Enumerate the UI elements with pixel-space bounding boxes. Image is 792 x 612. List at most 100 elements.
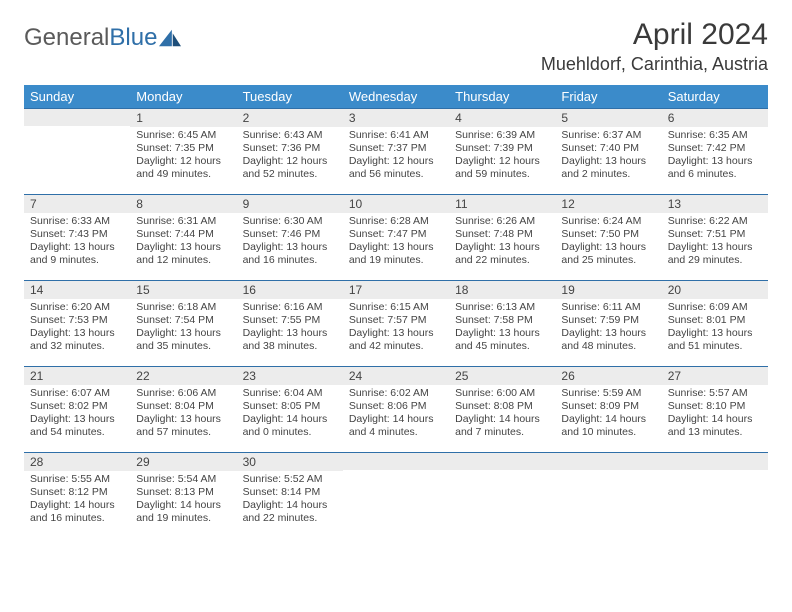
daylight-text: Daylight: 13 hours and 51 minutes. bbox=[668, 327, 762, 353]
calendar-day-cell: 10Sunrise: 6:28 AMSunset: 7:47 PMDayligh… bbox=[343, 194, 449, 280]
sunrise-text: Sunrise: 6:22 AM bbox=[668, 215, 762, 228]
calendar-week-row: 21Sunrise: 6:07 AMSunset: 8:02 PMDayligh… bbox=[24, 366, 768, 452]
weekday-header: Tuesday bbox=[237, 85, 343, 108]
weekday-header: Monday bbox=[130, 85, 236, 108]
calendar-day-cell: 14Sunrise: 6:20 AMSunset: 7:53 PMDayligh… bbox=[24, 280, 130, 366]
daylight-text: Daylight: 13 hours and 48 minutes. bbox=[561, 327, 655, 353]
sunrise-text: Sunrise: 6:13 AM bbox=[455, 301, 549, 314]
calendar-day-cell: 6Sunrise: 6:35 AMSunset: 7:42 PMDaylight… bbox=[662, 108, 768, 194]
sunrise-text: Sunrise: 6:11 AM bbox=[561, 301, 655, 314]
day-body: Sunrise: 6:11 AMSunset: 7:59 PMDaylight:… bbox=[555, 299, 661, 358]
daylight-text: Daylight: 13 hours and 6 minutes. bbox=[668, 155, 762, 181]
day-number: 25 bbox=[449, 366, 555, 385]
day-body: Sunrise: 6:04 AMSunset: 8:05 PMDaylight:… bbox=[237, 385, 343, 444]
daylight-text: Daylight: 13 hours and 9 minutes. bbox=[30, 241, 124, 267]
brand-logo: GeneralBlue bbox=[24, 24, 181, 52]
day-body: Sunrise: 6:33 AMSunset: 7:43 PMDaylight:… bbox=[24, 213, 130, 272]
day-number: 30 bbox=[237, 452, 343, 471]
day-number: 19 bbox=[555, 280, 661, 299]
day-number: 8 bbox=[130, 194, 236, 213]
sunrise-text: Sunrise: 6:09 AM bbox=[668, 301, 762, 314]
weekday-header-row: Sunday Monday Tuesday Wednesday Thursday… bbox=[24, 85, 768, 108]
sunset-text: Sunset: 7:53 PM bbox=[30, 314, 124, 327]
calendar-day-cell: 1Sunrise: 6:45 AMSunset: 7:35 PMDaylight… bbox=[130, 108, 236, 194]
day-body: Sunrise: 5:59 AMSunset: 8:09 PMDaylight:… bbox=[555, 385, 661, 444]
weekday-header: Friday bbox=[555, 85, 661, 108]
day-number: 3 bbox=[343, 108, 449, 127]
calendar-day-cell: 5Sunrise: 6:37 AMSunset: 7:40 PMDaylight… bbox=[555, 108, 661, 194]
calendar-day-cell: 15Sunrise: 6:18 AMSunset: 7:54 PMDayligh… bbox=[130, 280, 236, 366]
weekday-header: Sunday bbox=[24, 85, 130, 108]
sunset-text: Sunset: 7:39 PM bbox=[455, 142, 549, 155]
calendar-day-cell: 27Sunrise: 5:57 AMSunset: 8:10 PMDayligh… bbox=[662, 366, 768, 452]
calendar-day-cell: 29Sunrise: 5:54 AMSunset: 8:13 PMDayligh… bbox=[130, 452, 236, 538]
sunrise-text: Sunrise: 6:16 AM bbox=[243, 301, 337, 314]
day-number: 2 bbox=[237, 108, 343, 127]
calendar-day-cell bbox=[24, 108, 130, 194]
sunset-text: Sunset: 8:05 PM bbox=[243, 400, 337, 413]
day-number: 17 bbox=[343, 280, 449, 299]
calendar-week-row: 1Sunrise: 6:45 AMSunset: 7:35 PMDaylight… bbox=[24, 108, 768, 194]
sunrise-text: Sunrise: 6:35 AM bbox=[668, 129, 762, 142]
calendar-day-cell: 26Sunrise: 5:59 AMSunset: 8:09 PMDayligh… bbox=[555, 366, 661, 452]
daylight-text: Daylight: 13 hours and 22 minutes. bbox=[455, 241, 549, 267]
day-body: Sunrise: 6:02 AMSunset: 8:06 PMDaylight:… bbox=[343, 385, 449, 444]
daylight-text: Daylight: 12 hours and 59 minutes. bbox=[455, 155, 549, 181]
sunset-text: Sunset: 8:01 PM bbox=[668, 314, 762, 327]
brand-name: GeneralBlue bbox=[24, 24, 157, 52]
day-number: 7 bbox=[24, 194, 130, 213]
sunrise-text: Sunrise: 5:59 AM bbox=[561, 387, 655, 400]
day-body: Sunrise: 6:43 AMSunset: 7:36 PMDaylight:… bbox=[237, 127, 343, 186]
day-number: 1 bbox=[130, 108, 236, 127]
daylight-text: Daylight: 14 hours and 10 minutes. bbox=[561, 413, 655, 439]
weekday-header: Wednesday bbox=[343, 85, 449, 108]
sunrise-text: Sunrise: 6:28 AM bbox=[349, 215, 443, 228]
day-number: 5 bbox=[555, 108, 661, 127]
weekday-header: Saturday bbox=[662, 85, 768, 108]
day-number: 27 bbox=[662, 366, 768, 385]
calendar-day-cell: 7Sunrise: 6:33 AMSunset: 7:43 PMDaylight… bbox=[24, 194, 130, 280]
sunrise-text: Sunrise: 6:07 AM bbox=[30, 387, 124, 400]
location-text: Muehldorf, Carinthia, Austria bbox=[541, 54, 768, 75]
sunrise-text: Sunrise: 6:39 AM bbox=[455, 129, 549, 142]
day-number: 9 bbox=[237, 194, 343, 213]
sunset-text: Sunset: 7:57 PM bbox=[349, 314, 443, 327]
sunset-text: Sunset: 8:09 PM bbox=[561, 400, 655, 413]
sunset-text: Sunset: 7:50 PM bbox=[561, 228, 655, 241]
day-body: Sunrise: 5:54 AMSunset: 8:13 PMDaylight:… bbox=[130, 471, 236, 530]
calendar-day-cell: 16Sunrise: 6:16 AMSunset: 7:55 PMDayligh… bbox=[237, 280, 343, 366]
calendar-day-cell: 13Sunrise: 6:22 AMSunset: 7:51 PMDayligh… bbox=[662, 194, 768, 280]
day-number bbox=[555, 452, 661, 470]
sunrise-text: Sunrise: 6:24 AM bbox=[561, 215, 655, 228]
sunset-text: Sunset: 8:14 PM bbox=[243, 486, 337, 499]
day-number: 29 bbox=[130, 452, 236, 471]
day-body: Sunrise: 6:00 AMSunset: 8:08 PMDaylight:… bbox=[449, 385, 555, 444]
calendar-day-cell bbox=[343, 452, 449, 538]
day-body: Sunrise: 6:24 AMSunset: 7:50 PMDaylight:… bbox=[555, 213, 661, 272]
sunset-text: Sunset: 7:36 PM bbox=[243, 142, 337, 155]
day-body: Sunrise: 5:57 AMSunset: 8:10 PMDaylight:… bbox=[662, 385, 768, 444]
day-body: Sunrise: 5:52 AMSunset: 8:14 PMDaylight:… bbox=[237, 471, 343, 530]
daylight-text: Daylight: 13 hours and 2 minutes. bbox=[561, 155, 655, 181]
sunrise-text: Sunrise: 6:18 AM bbox=[136, 301, 230, 314]
daylight-text: Daylight: 14 hours and 16 minutes. bbox=[30, 499, 124, 525]
daylight-text: Daylight: 13 hours and 45 minutes. bbox=[455, 327, 549, 353]
sunrise-text: Sunrise: 6:26 AM bbox=[455, 215, 549, 228]
sunset-text: Sunset: 7:55 PM bbox=[243, 314, 337, 327]
daylight-text: Daylight: 13 hours and 35 minutes. bbox=[136, 327, 230, 353]
sail-icon bbox=[159, 29, 181, 47]
day-body: Sunrise: 6:31 AMSunset: 7:44 PMDaylight:… bbox=[130, 213, 236, 272]
day-number: 14 bbox=[24, 280, 130, 299]
daylight-text: Daylight: 12 hours and 49 minutes. bbox=[136, 155, 230, 181]
sunrise-text: Sunrise: 6:33 AM bbox=[30, 215, 124, 228]
daylight-text: Daylight: 12 hours and 56 minutes. bbox=[349, 155, 443, 181]
daylight-text: Daylight: 14 hours and 19 minutes. bbox=[136, 499, 230, 525]
sunrise-text: Sunrise: 6:20 AM bbox=[30, 301, 124, 314]
day-body: Sunrise: 6:16 AMSunset: 7:55 PMDaylight:… bbox=[237, 299, 343, 358]
sunrise-text: Sunrise: 6:30 AM bbox=[243, 215, 337, 228]
sunset-text: Sunset: 7:46 PM bbox=[243, 228, 337, 241]
calendar-day-cell: 23Sunrise: 6:04 AMSunset: 8:05 PMDayligh… bbox=[237, 366, 343, 452]
sunrise-text: Sunrise: 6:45 AM bbox=[136, 129, 230, 142]
daylight-text: Daylight: 14 hours and 22 minutes. bbox=[243, 499, 337, 525]
calendar-day-cell: 4Sunrise: 6:39 AMSunset: 7:39 PMDaylight… bbox=[449, 108, 555, 194]
